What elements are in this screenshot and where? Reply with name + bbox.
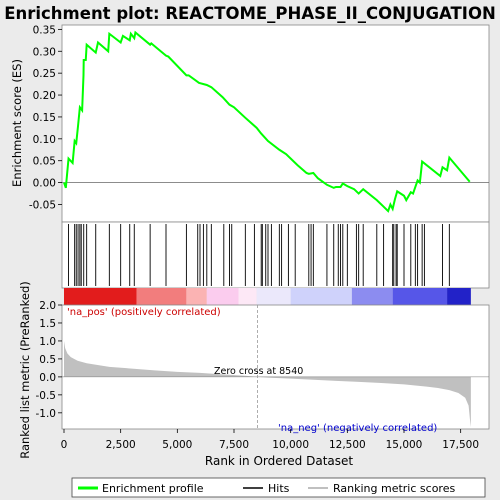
es-y-tick-label: 0.15 <box>33 112 56 124</box>
hits-panel-background <box>61 221 490 289</box>
legend-enrichment-label: Enrichment profile <box>102 482 204 495</box>
color-bar-segment <box>351 288 393 305</box>
metric-x-tick-label: 0 <box>61 439 68 451</box>
hits-panel <box>61 221 490 289</box>
es-y-axis: 0.35 0.30 0.25 0.20 0.15 0.10 0.05 0.00 -0.05 <box>29 24 62 211</box>
color-bar-segment <box>186 288 207 305</box>
metric-y-tick-label: 1.5 <box>39 318 56 330</box>
pos-label: 'na_pos' (positively correlated) <box>67 307 221 318</box>
metric-x-tick-label: 15,000 <box>386 439 423 451</box>
color-bar-segment <box>206 288 239 305</box>
metric-x-axis: 0 2,500 5,000 7,500 10,000 12,500 15,000 17,500 <box>61 429 479 451</box>
color-bar-segment <box>290 288 352 305</box>
metric-y-tick-label: 2.0 <box>39 300 56 312</box>
metric-y-axis-label: Ranked list metric (PreRanked) <box>18 281 32 459</box>
color-bar-segment <box>136 288 187 305</box>
metric-x-tick-label: 5,000 <box>162 439 192 451</box>
es-y-tick-label: 0.10 <box>33 134 56 146</box>
chart-title: Enrichment plot: REACTOME_PHASE_II_CONJU… <box>4 4 496 23</box>
neg-label: 'na_neg' (negatively correlated) <box>278 423 437 434</box>
ranking-color-bar <box>64 288 471 305</box>
zero-cross-label: Zero cross at 8540 <box>214 366 303 377</box>
es-y-tick-label: 0.20 <box>33 90 56 102</box>
hit-markers <box>68 224 450 286</box>
metric-panel-background <box>61 304 490 430</box>
color-bar-segment <box>392 288 448 305</box>
metric-x-tick-label: 7,500 <box>219 439 249 451</box>
es-panel: 0.35 0.30 0.25 0.20 0.15 0.10 0.05 0.00 -0.05 En… <box>10 24 490 223</box>
es-y-tick-label: 0.30 <box>33 46 56 58</box>
es-y-tick-label: 0.05 <box>33 156 56 168</box>
es-y-tick-label: 0.35 <box>33 24 56 36</box>
legend-hits-label: Hits <box>268 482 290 495</box>
color-bar-segment <box>447 288 471 305</box>
legend: Enrichment profile Hits Ranking metric s… <box>71 477 486 498</box>
metric-x-tick-label: 17,500 <box>442 439 479 451</box>
metric-y-axis: 2.0 1.5 1.0 0.5 0.0 -0.5 -1.0 <box>36 300 62 420</box>
metric-panel: 2.0 1.5 1.0 0.5 0.0 -0.5 -1.0 'na_pos' (positi… <box>18 281 490 468</box>
metric-x-tick-label: 2,500 <box>106 439 136 451</box>
metric-y-tick-label: -0.5 <box>36 390 57 402</box>
metric-x-tick-label: 10,000 <box>272 439 309 451</box>
color-bar-segment <box>64 288 137 305</box>
metric-y-tick-label: 0.0 <box>39 372 56 384</box>
metric-y-tick-label: 0.5 <box>39 354 56 366</box>
es-panel-background <box>61 24 490 223</box>
metric-y-tick-label: -1.0 <box>36 408 57 420</box>
metric-x-tick-label: 12,500 <box>329 439 366 451</box>
enrichment-profile-line <box>63 30 471 213</box>
metric-x-axis-label: Rank in Ordered Dataset <box>205 454 353 468</box>
color-bar-segment <box>238 288 257 305</box>
es-y-tick-label: -0.05 <box>29 199 56 211</box>
color-bar-segment <box>256 288 291 305</box>
es-y-tick-label: 0.00 <box>33 178 56 190</box>
metric-y-tick-label: 1.0 <box>39 336 56 348</box>
es-y-tick-label: 0.25 <box>33 68 56 80</box>
legend-box <box>71 477 486 498</box>
es-y-axis-label: Enrichment score (ES) <box>10 59 24 187</box>
legend-ranking-label: Ranking metric scores <box>333 482 455 495</box>
